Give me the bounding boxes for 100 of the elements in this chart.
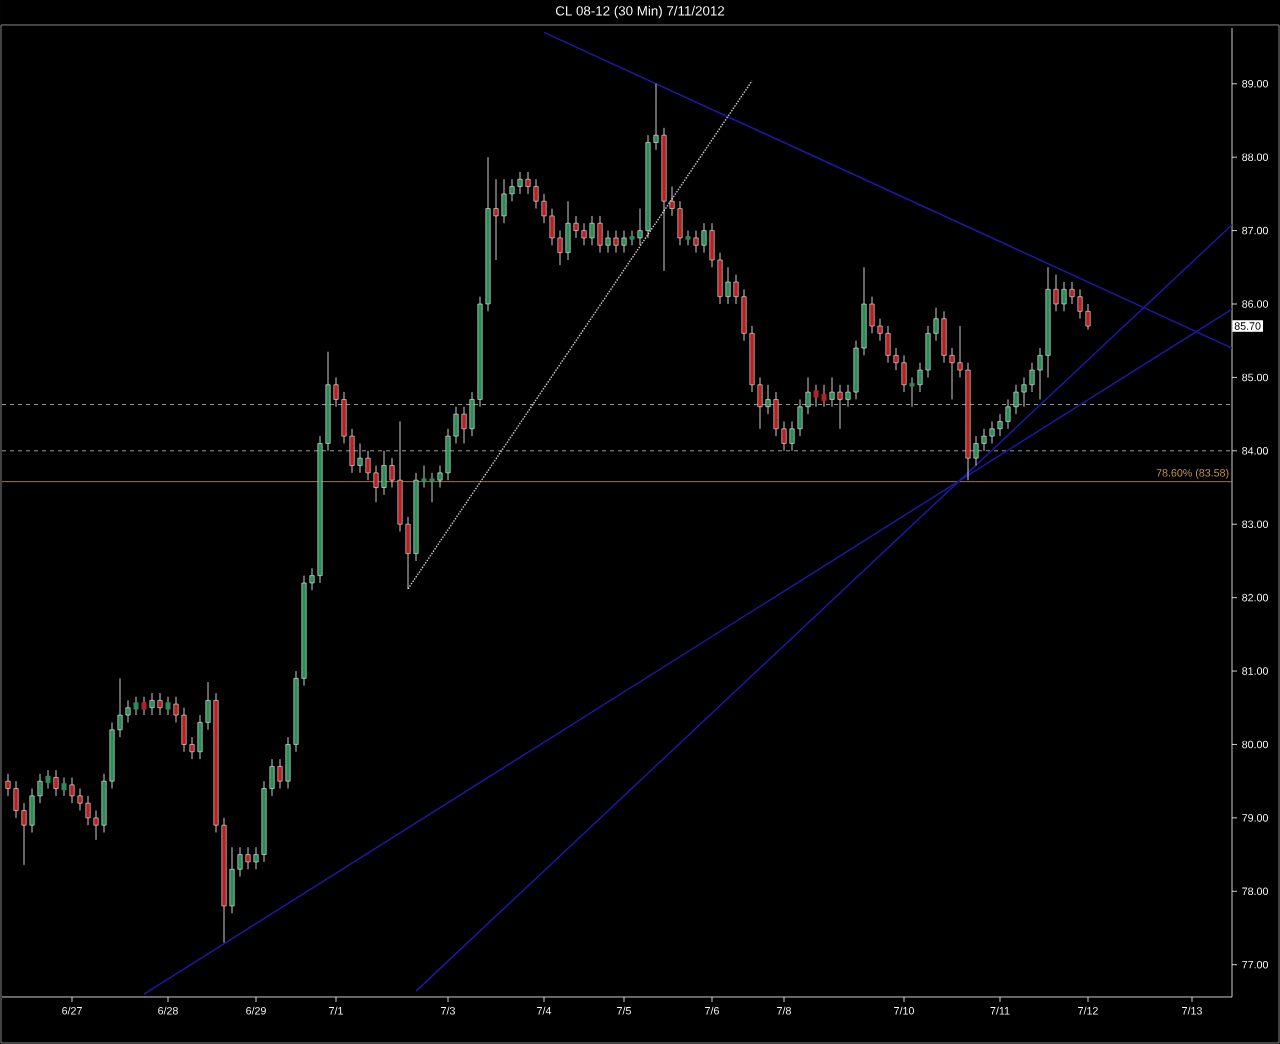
candlestick	[765, 384, 771, 415]
candlestick	[1069, 281, 1075, 305]
candlestick	[581, 222, 587, 246]
candlestick	[141, 696, 147, 716]
candlestick	[517, 171, 523, 195]
candlestick	[669, 186, 675, 217]
y-tick-label: 79.00	[1242, 814, 1268, 822]
x-tick-label: 7/13	[1182, 1006, 1202, 1015]
ref-line-label: 78.60% (83.58)	[1156, 468, 1229, 479]
x-tick-label: 7/4	[537, 1006, 552, 1015]
candlestick	[173, 696, 179, 723]
x-tick-label: 7/11	[990, 1006, 1010, 1015]
candlestick	[885, 325, 891, 364]
candlestick	[973, 435, 979, 466]
candlestick	[45, 769, 51, 789]
x-tick-label: 6/28	[158, 1006, 178, 1015]
candlestick	[373, 465, 379, 503]
y-tick-label: 81.00	[1242, 667, 1268, 675]
candlestick	[989, 421, 995, 444]
candlestick	[1005, 399, 1011, 430]
y-tick-label: 85.00	[1242, 373, 1268, 382]
y-tick-label: 88.00	[1242, 153, 1268, 161]
candlestick	[149, 692, 155, 716]
candlestick	[117, 677, 123, 738]
candlestick	[5, 773, 11, 797]
candlestick	[1037, 347, 1043, 400]
candlestick	[549, 208, 555, 246]
candlestick	[725, 266, 731, 305]
candlestick	[797, 399, 803, 437]
candlestick	[597, 215, 603, 254]
candlestick	[245, 846, 251, 870]
candlestick	[421, 465, 427, 488]
candlestick	[389, 457, 395, 488]
candlestick	[133, 696, 139, 716]
candlestick	[1013, 384, 1019, 415]
candlestick	[693, 230, 699, 254]
candlestick	[917, 362, 923, 393]
candlestick	[1029, 362, 1035, 393]
candlestick	[1077, 288, 1083, 320]
candlestick	[21, 802, 27, 866]
candlestick	[69, 777, 75, 804]
candlestick	[997, 413, 1003, 437]
candlestick	[957, 325, 963, 378]
candlestick	[461, 406, 467, 444]
candlestick	[237, 846, 243, 877]
candlestick	[93, 810, 99, 841]
y-tick-label: 77.00	[1242, 960, 1268, 969]
candlestick	[869, 296, 875, 334]
candlestick	[653, 83, 659, 151]
candlestick	[789, 421, 795, 452]
candlestick	[781, 421, 787, 452]
candlestick	[1085, 303, 1091, 331]
text: 85.70	[1234, 322, 1261, 330]
y-tick-label: 80.00	[1242, 740, 1268, 749]
candlestick	[837, 384, 843, 430]
candlestick	[1021, 377, 1027, 408]
y-tick-label: 83.00	[1242, 520, 1268, 528]
candlestick	[613, 230, 619, 254]
candlestick	[573, 215, 579, 239]
candlestick	[453, 406, 459, 444]
candlestick	[205, 681, 211, 731]
candlestick	[157, 692, 163, 716]
y-tick-label: 82.00	[1242, 593, 1268, 602]
candlestick	[893, 347, 899, 371]
candlestick	[165, 696, 171, 716]
candlestick	[733, 274, 739, 305]
chart-title: CL 08-12 (30 Min) 7/11/2012	[555, 5, 725, 19]
candlestick	[701, 222, 707, 254]
candlestick	[605, 230, 611, 254]
candlestick	[309, 567, 315, 591]
x-tick-label: 7/12	[1078, 1006, 1098, 1015]
candlestick	[1053, 274, 1059, 312]
candlestick	[525, 171, 531, 195]
candlestick	[53, 769, 59, 797]
y-tick-label: 84.00	[1242, 447, 1268, 455]
candlestick	[877, 318, 883, 342]
candlestick	[685, 230, 691, 246]
candlestick	[365, 450, 371, 481]
candlestick	[757, 377, 763, 430]
candlestick	[61, 777, 67, 797]
candlestick	[37, 773, 43, 804]
x-tick-label: 7/1	[329, 1006, 343, 1015]
x-tick-label: 7/6	[705, 1006, 719, 1015]
candlestick	[13, 780, 19, 819]
candlestick	[541, 193, 547, 224]
candlestick	[125, 700, 131, 723]
candlestick	[557, 230, 563, 266]
x-tick-label: 6/27	[62, 1006, 82, 1015]
candlestick	[981, 428, 987, 452]
candlestick	[533, 178, 539, 209]
x-tick-label: 6/29	[246, 1006, 266, 1015]
x-tick-label: 7/5	[617, 1006, 631, 1015]
candlestick	[509, 178, 515, 202]
x-tick-label: 7/3	[441, 1006, 455, 1015]
candlestick	[901, 354, 907, 393]
candlestick	[77, 788, 83, 811]
candlestick	[621, 230, 627, 254]
y-tick-label: 78.00	[1242, 887, 1268, 896]
y-tick-label: 87.00	[1242, 226, 1268, 235]
y-tick-label: 86.00	[1242, 300, 1268, 308]
